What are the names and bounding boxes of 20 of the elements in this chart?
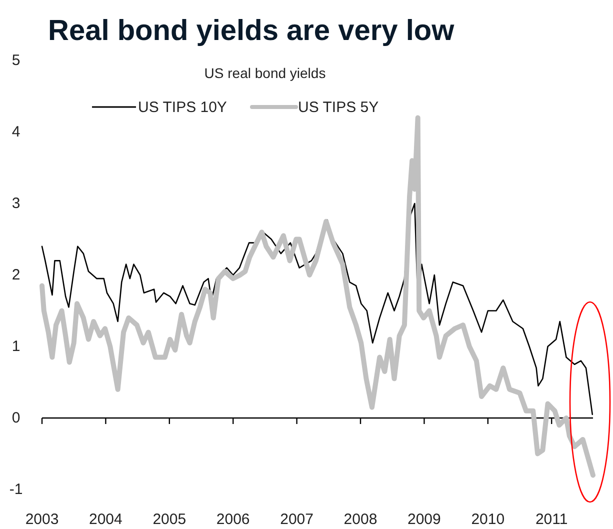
x-tick-label: 2004 bbox=[89, 511, 122, 528]
y-tick-label: 5 bbox=[12, 52, 20, 69]
chart-title: Real bond yields are very low bbox=[48, 15, 455, 47]
x-tick-label: 2011 bbox=[535, 511, 568, 528]
y-tick-label: 1 bbox=[12, 338, 20, 355]
y-tick-label: 0 bbox=[12, 410, 20, 426]
chart-subtitle: US real bond yields bbox=[204, 65, 326, 81]
x-tick-label: 2008 bbox=[344, 511, 378, 528]
legend-label: US TIPS 10Y bbox=[138, 99, 227, 116]
x-tick-label: 2006 bbox=[216, 511, 250, 528]
y-tick-label: -1 bbox=[9, 481, 23, 498]
x-tick-label: 2007 bbox=[280, 511, 314, 528]
x-tick-label: 2005 bbox=[152, 511, 186, 528]
x-tick-label: 2010 bbox=[471, 511, 505, 528]
x-tick-label: 2003 bbox=[25, 511, 59, 528]
y-tick-label: 3 bbox=[12, 195, 20, 212]
y-tick-label: 4 bbox=[12, 124, 20, 140]
x-tick-label: 2009 bbox=[408, 511, 441, 528]
legend-label: US TIPS 5Y bbox=[298, 99, 379, 116]
y-tick-label: 2 bbox=[12, 266, 20, 284]
